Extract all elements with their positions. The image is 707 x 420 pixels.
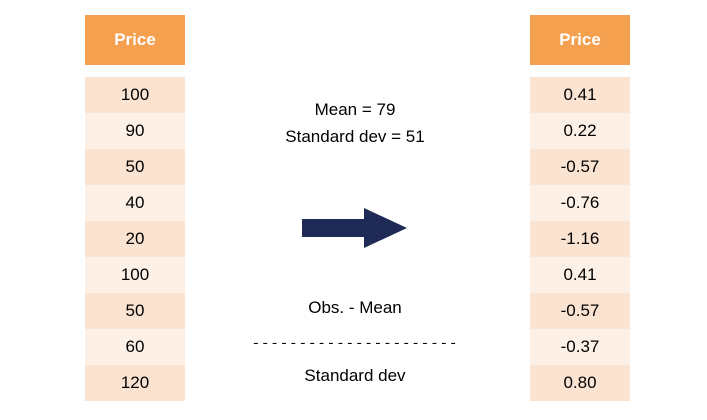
transformation-explanation: Mean = 79 Standard dev = 51 Obs. - Mean … — [230, 0, 480, 420]
formula-denominator: Standard dev — [304, 366, 406, 385]
table-cell: -0.57 — [530, 149, 630, 185]
table-cell: -1.16 — [530, 221, 630, 257]
standard-dev-label: Standard dev = 51 — [285, 127, 425, 146]
standardized-price-table-rows: 0.41 0.22 -0.57 -0.76 -1.16 0.41 -0.57 -… — [530, 77, 630, 401]
original-price-table: Price 100 90 50 40 20 100 50 60 120 — [85, 15, 185, 401]
table-cell: -0.76 — [530, 185, 630, 221]
standardized-price-table: Price 0.41 0.22 -0.57 -0.76 -1.16 0.41 -… — [530, 15, 630, 401]
table-cell: 40 — [85, 185, 185, 221]
table-cell: 100 — [85, 257, 185, 293]
table-cell: 20 — [85, 221, 185, 257]
arrow-shaft — [302, 219, 364, 237]
table-cell: 0.41 — [530, 77, 630, 113]
table-cell: 0.22 — [530, 113, 630, 149]
original-price-table-rows: 100 90 50 40 20 100 50 60 120 — [85, 77, 185, 401]
table-cell: -0.57 — [530, 293, 630, 329]
original-price-table-header: Price — [85, 15, 185, 65]
table-cell: -0.37 — [530, 329, 630, 365]
table-cell: 50 — [85, 149, 185, 185]
mean-label: Mean = 79 — [314, 100, 396, 119]
table-cell: 50 — [85, 293, 185, 329]
arrow-head — [364, 208, 407, 248]
right-arrow-icon — [302, 205, 407, 251]
formula-divider-line: ---------------------- — [251, 336, 459, 352]
table-cell: 120 — [85, 365, 185, 401]
stats-text: Mean = 79 Standard dev = 51 — [230, 96, 480, 150]
table-cell: 0.80 — [530, 365, 630, 401]
table-cell: 100 — [85, 77, 185, 113]
z-score-formula: Obs. - Mean ---------------------- Stand… — [230, 298, 480, 386]
standardized-price-table-header: Price — [530, 15, 630, 65]
table-cell: 0.41 — [530, 257, 630, 293]
table-cell: 60 — [85, 329, 185, 365]
formula-numerator: Obs. - Mean — [308, 298, 402, 317]
table-cell: 90 — [85, 113, 185, 149]
